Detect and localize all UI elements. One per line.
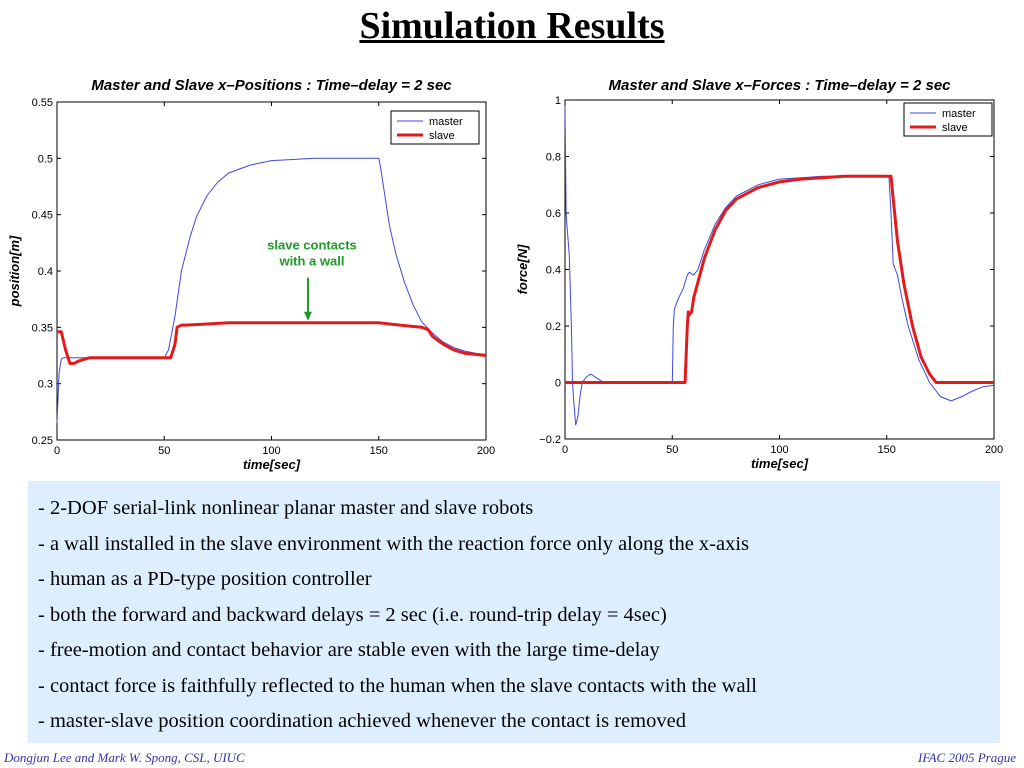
chart-title: Master and Slave x–Positions : Time–dela… xyxy=(91,77,452,94)
x-tick-label: 50 xyxy=(666,444,678,456)
x-tick-label: 100 xyxy=(262,445,280,457)
footer-venue: IFAC 2005 Prague xyxy=(918,750,1016,765)
y-tick-label: 0.4 xyxy=(38,266,53,278)
y-tick-label: 0.35 xyxy=(32,322,53,334)
y-axis-label: position[m] xyxy=(7,235,22,307)
x-tick-label: 50 xyxy=(158,445,170,457)
y-tick-label: 0.2 xyxy=(546,321,561,333)
x-tick-label: 150 xyxy=(370,445,388,457)
x-axis-label: time[sec] xyxy=(243,457,301,472)
series-line-master xyxy=(564,105,995,426)
legend-box xyxy=(903,102,993,137)
y-tick-label: 0.3 xyxy=(38,379,53,391)
annotation-text: with a wall xyxy=(278,254,344,269)
y-tick-label: 1 xyxy=(555,95,561,107)
y-tick-label: 0.55 xyxy=(32,97,53,109)
y-axis-label: force[N] xyxy=(515,244,530,295)
series-line-slave xyxy=(57,321,487,365)
slide-title: Simulation Results xyxy=(359,5,665,47)
y-tick-label: 0.25 xyxy=(32,435,53,447)
chart-legend: master slave xyxy=(903,102,993,137)
bullet-item: - contact force is faithfully reflected … xyxy=(38,674,757,697)
bullet-item: - both the forward and backward delays =… xyxy=(38,603,667,626)
bullet-item: - 2-DOF serial-link nonlinear planar mas… xyxy=(38,497,534,519)
y-tick-label: 0.45 xyxy=(32,210,53,222)
y-tick-label: 0.4 xyxy=(546,265,561,277)
bullet-item: - master-slave position coordination ach… xyxy=(38,710,686,732)
x-tick-label: 200 xyxy=(477,445,495,457)
x-tick-label: 150 xyxy=(878,444,896,456)
x-tick-label: 0 xyxy=(562,444,568,456)
legend-label: slave xyxy=(429,130,455,142)
force-chart: Master and Slave x–Forces : Time–delay =… xyxy=(515,77,1003,471)
footer-authors: Dongjun Lee and Mark W. Spong, CSL, UIUC xyxy=(4,750,245,765)
legend-box xyxy=(390,110,480,145)
plot-area xyxy=(56,101,487,441)
x-axis-label: time[sec] xyxy=(751,456,809,471)
legend-label: slave xyxy=(942,122,968,134)
x-tick-label: 0 xyxy=(54,445,60,457)
plot-area xyxy=(564,99,995,440)
y-tick-label: 0.8 xyxy=(546,152,561,164)
x-tick-label: 200 xyxy=(985,444,1003,456)
y-tick-label: −0.2 xyxy=(539,434,561,446)
bullet-item: - human as a PD-type position controller xyxy=(38,568,372,590)
annotation-text: slave contacts xyxy=(267,238,357,253)
x-tick-label: 100 xyxy=(770,444,788,456)
legend-label: master xyxy=(429,116,463,128)
y-tick-label: 0.5 xyxy=(38,153,53,165)
chart-title: Master and Slave x–Forces : Time–delay =… xyxy=(609,77,952,94)
position-chart: Master and Slave x–Positions : Time–dela… xyxy=(7,77,495,472)
y-tick-label: 0 xyxy=(555,378,561,390)
bullet-item: - free-motion and contact behavior are s… xyxy=(38,639,660,661)
legend-label: master xyxy=(942,108,976,120)
chart-legend: master slave xyxy=(390,110,480,145)
summary-box: - 2-DOF serial-link nonlinear planar mas… xyxy=(28,481,1000,743)
y-tick-label: 0.6 xyxy=(546,208,561,220)
series-line-slave xyxy=(565,174,994,384)
bullet-item: - a wall installed in the slave environm… xyxy=(38,532,750,555)
annotation-arrowhead xyxy=(303,311,312,321)
